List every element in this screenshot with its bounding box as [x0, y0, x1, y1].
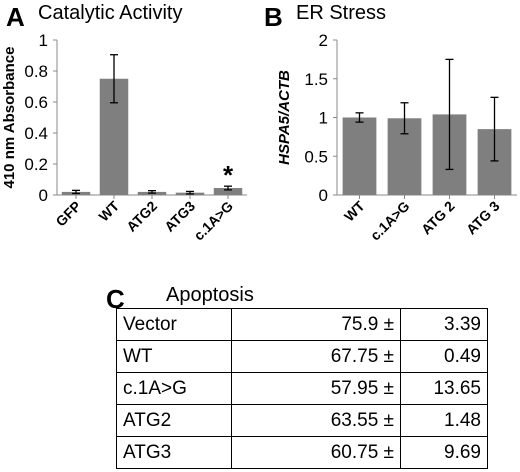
panel-a-letter: A: [6, 2, 25, 32]
catalytic-significance-marker: *: [223, 160, 234, 190]
table-row: c.1A>G 57.95 ±13.65: [116, 372, 488, 405]
row-mean: 67.75 ±: [231, 340, 401, 373]
catalytic-bar: [213, 188, 243, 195]
table-row: Vector 75.9 ±3.39: [116, 308, 488, 341]
panel-a-title: Catalytic Activity: [38, 2, 183, 24]
panel-b-title: ER Stress: [296, 2, 387, 24]
er-stress-y-tick-label: 0: [319, 186, 328, 205]
table-row: ATG3 60.75 ±9.69: [116, 436, 488, 469]
row-mean: 75.9 ±: [231, 308, 401, 341]
catalytic-y-tick-label: 0.8: [24, 62, 48, 81]
catalytic-y-tick-label: 0.4: [24, 124, 48, 143]
er-stress-x-tick-label: WT: [341, 197, 368, 224]
catalytic-y-axis-label: 410 nm Absorbance: [1, 47, 18, 189]
er-stress-chart: 0 0.5 1 1.5 2 HSPA5/ACTB WT c.1A>G ATG 2 ATG 3: [276, 31, 517, 244]
row-sd: 13.65: [400, 372, 488, 405]
table-row: ATG2 63.55 ±1.48: [116, 404, 488, 437]
catalytic-y-tick-label: 0.2: [24, 155, 48, 174]
panel-b-letter: B: [264, 2, 283, 32]
er-stress-y-tick-label: 0.5: [304, 147, 328, 166]
er-stress-bar: [342, 117, 377, 195]
row-sd: 9.69: [400, 436, 488, 469]
row-mean: 63.55 ±: [231, 404, 401, 437]
er-stress-y-tick-label: 1.5: [304, 70, 328, 89]
row-mean: 60.75 ±: [231, 436, 401, 469]
er-stress-y-tick-label: 1: [319, 109, 328, 128]
row-label: ATG2: [116, 404, 232, 437]
apoptosis-table: Vector 75.9 ±3.39 WT 67.75 ±0.49 c.1A>G 57.95…: [116, 308, 488, 469]
er-stress-y-tick-label: 2: [319, 31, 328, 50]
panel-c-title: Apoptosis: [166, 284, 254, 306]
catalytic-y-tick-label: 1: [39, 31, 48, 50]
er-stress-y-axis-label: HSPA5/ACTB: [276, 70, 293, 165]
row-sd: 0.49: [400, 340, 488, 373]
row-label: Vector: [116, 308, 232, 341]
row-label: ATG3: [116, 436, 232, 469]
er-stress-x-tick-label: ATG 2: [418, 198, 458, 238]
panel-c-letter: C: [106, 284, 125, 314]
row-sd: 1.48: [400, 404, 488, 437]
er-stress-x-tick-label: c.1A>G: [367, 198, 413, 244]
row-sd: 3.39: [400, 308, 488, 341]
catalytic-y-tick-label: 0.6: [24, 93, 48, 112]
row-label: c.1A>G: [116, 372, 232, 405]
er-stress-x-tick-label: ATG 3: [463, 198, 503, 238]
catalytic-y-tick-label: 0: [39, 186, 48, 205]
row-label: WT: [116, 340, 232, 373]
table-row: WT 67.75 ±0.49: [116, 340, 488, 373]
row-mean: 57.95 ±: [231, 372, 401, 405]
